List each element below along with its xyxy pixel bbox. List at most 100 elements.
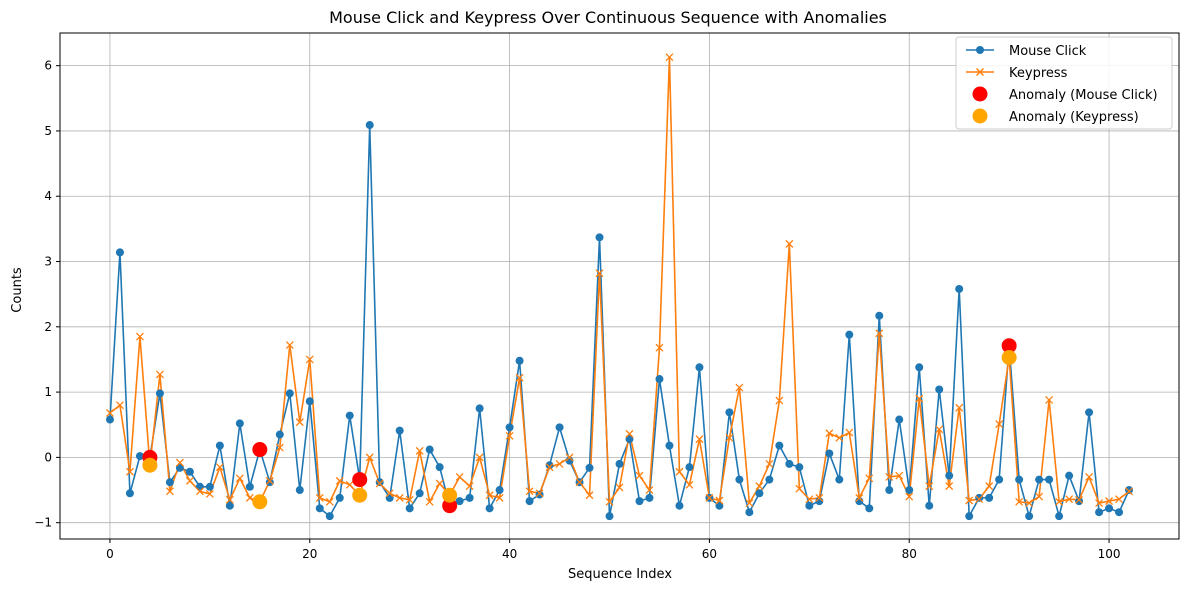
keypress-point bbox=[1015, 497, 1024, 506]
keypress-point bbox=[765, 459, 774, 468]
keypress-point bbox=[925, 482, 934, 491]
keypress-point-stroke bbox=[855, 493, 864, 502]
keypress-point bbox=[495, 493, 504, 502]
keypress-point-stroke bbox=[175, 458, 184, 467]
mouse-click-point bbox=[135, 452, 144, 461]
keypress-point-stroke bbox=[1015, 497, 1024, 506]
mouse-click-point bbox=[535, 490, 544, 499]
keypress-point bbox=[605, 497, 614, 506]
keypress-point bbox=[395, 493, 404, 502]
mouse-click-point bbox=[265, 478, 274, 487]
mouse-click-point bbox=[925, 501, 934, 510]
y-tick-label: 6 bbox=[44, 59, 52, 73]
keypress-point-stroke bbox=[1095, 499, 1104, 508]
keypress-point-stroke bbox=[555, 459, 564, 468]
legend-label: Anomaly (Mouse Click) bbox=[1009, 88, 1158, 103]
anomaly-mouse-click-point bbox=[352, 472, 368, 488]
keypress-point-stroke bbox=[845, 428, 854, 437]
mouse-click-point bbox=[335, 493, 344, 502]
mouse-click-point bbox=[1085, 408, 1094, 417]
mouse-click-point bbox=[325, 512, 334, 521]
keypress-point bbox=[195, 487, 204, 496]
keypress-point-stroke bbox=[615, 483, 624, 492]
mouse-click-point bbox=[585, 463, 594, 472]
keypress-point bbox=[345, 480, 354, 489]
anomaly-keypress-point bbox=[142, 457, 158, 473]
keypress-point bbox=[435, 479, 444, 488]
keypress-point-stroke bbox=[735, 383, 744, 392]
x-tick-label: 100 bbox=[1098, 547, 1121, 561]
mouse-click-point bbox=[205, 482, 214, 491]
keypress-point-stroke bbox=[195, 487, 204, 496]
keypress-point bbox=[455, 473, 464, 481]
keypress-point bbox=[845, 428, 854, 437]
keypress-point bbox=[485, 491, 494, 500]
mouse-click-point bbox=[845, 330, 854, 339]
x-tick-label: 40 bbox=[502, 547, 517, 561]
mouse-click-point bbox=[735, 475, 744, 484]
anomaly-keypress-point bbox=[352, 487, 368, 503]
keypress-point bbox=[675, 467, 684, 476]
keypress-point-stroke bbox=[995, 420, 1004, 429]
keypress-point-stroke bbox=[365, 453, 374, 462]
keypress-point bbox=[955, 403, 964, 412]
keypress-point bbox=[665, 53, 674, 62]
mouse-click-point bbox=[595, 233, 604, 242]
mouse-click-point bbox=[645, 493, 654, 502]
mouse-click-point bbox=[405, 504, 414, 513]
keypress-point-stroke bbox=[685, 480, 694, 489]
keypress-point bbox=[265, 476, 274, 485]
keypress-point-stroke bbox=[115, 401, 124, 410]
mouse-click-point bbox=[485, 504, 494, 513]
keypress-point-stroke bbox=[895, 471, 904, 480]
keypress-point-stroke bbox=[935, 425, 944, 434]
keypress-point bbox=[725, 433, 734, 442]
legend-swatch-marker bbox=[972, 86, 988, 102]
keypress-point-stroke bbox=[285, 341, 294, 350]
y-tick-label: 2 bbox=[44, 320, 52, 334]
keypress-point-stroke bbox=[485, 491, 494, 500]
keypress-point-stroke bbox=[885, 473, 894, 481]
keypress-point-stroke bbox=[835, 433, 844, 442]
keypress-point-stroke bbox=[335, 476, 344, 485]
keypress-point-stroke bbox=[695, 435, 704, 444]
mouse-click-point bbox=[175, 463, 184, 472]
x-tick-label: 20 bbox=[302, 547, 317, 561]
keypress-point bbox=[625, 429, 634, 438]
keypress-point bbox=[645, 486, 654, 494]
keypress-point-stroke bbox=[525, 487, 534, 496]
legend-entry: Mouse Click bbox=[966, 44, 1087, 59]
keypress-point-stroke bbox=[185, 476, 194, 485]
keypress-point bbox=[695, 435, 704, 444]
mouse-click-point bbox=[475, 404, 484, 413]
keypress-point-stroke bbox=[535, 489, 544, 498]
keypress-point-stroke bbox=[405, 495, 414, 504]
keypress-point-stroke bbox=[975, 495, 984, 504]
mouse-click-point bbox=[465, 493, 474, 502]
mouse-click-point bbox=[505, 423, 514, 432]
keypress-point-stroke bbox=[575, 478, 584, 487]
keypress-point-stroke bbox=[1025, 499, 1034, 508]
mouse-click-point bbox=[1105, 504, 1114, 513]
mouse-click-point bbox=[945, 471, 954, 480]
keypress-point bbox=[205, 489, 214, 498]
keypress-point bbox=[405, 495, 414, 504]
keypress-point-stroke bbox=[465, 482, 474, 491]
keypress-point bbox=[635, 471, 644, 480]
legend-box bbox=[955, 36, 1173, 130]
keypress-point bbox=[425, 497, 434, 506]
keypress-point bbox=[245, 493, 254, 502]
anomaly-keypress-point bbox=[442, 487, 458, 503]
keypress-point bbox=[1105, 497, 1114, 506]
mouse-click-point bbox=[765, 475, 774, 484]
keypress-point-stroke bbox=[675, 467, 684, 476]
keypress-point-stroke bbox=[305, 355, 314, 364]
mouse-click-point bbox=[545, 461, 554, 470]
mouse-click-point bbox=[1125, 486, 1134, 495]
keypress-point-stroke bbox=[905, 492, 914, 501]
keypress-point-stroke bbox=[625, 429, 634, 438]
keypress-point bbox=[655, 343, 664, 352]
mouse-click-point bbox=[795, 463, 804, 472]
mouse-click-point bbox=[515, 356, 524, 365]
keypress-point-stroke bbox=[635, 471, 644, 480]
